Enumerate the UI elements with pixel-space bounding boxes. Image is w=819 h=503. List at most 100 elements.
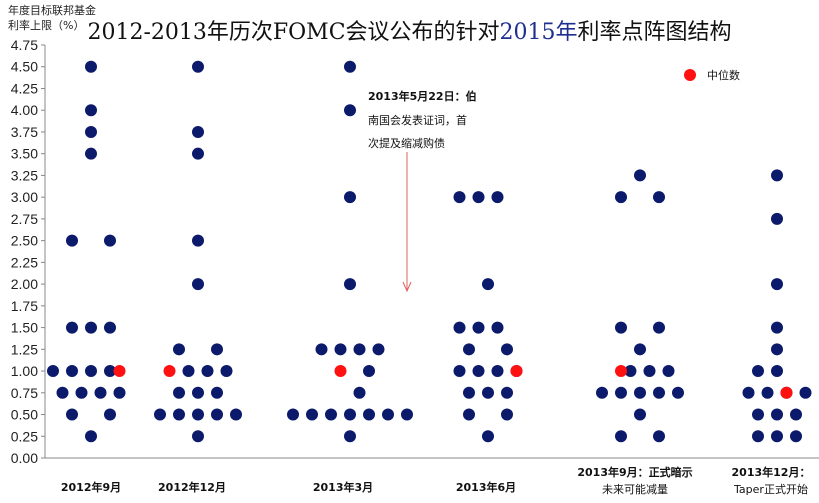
dot bbox=[325, 408, 337, 421]
dot bbox=[306, 408, 318, 421]
dot bbox=[344, 408, 356, 421]
dot bbox=[220, 365, 233, 378]
dot bbox=[501, 386, 513, 399]
dot bbox=[104, 234, 116, 247]
dot bbox=[344, 104, 356, 117]
y-tick-label: 3.25 bbox=[11, 167, 38, 183]
dot bbox=[372, 343, 385, 356]
dot bbox=[211, 386, 223, 399]
x-category-label: 2013年9月：正式暗示 bbox=[577, 466, 693, 479]
median-dot bbox=[163, 365, 176, 378]
y-tick-label: 3.75 bbox=[11, 124, 38, 140]
dot bbox=[653, 386, 665, 399]
dot bbox=[104, 365, 116, 378]
dot bbox=[615, 386, 627, 399]
dot bbox=[501, 343, 513, 356]
dot bbox=[66, 408, 78, 421]
y-tick-label: 0.75 bbox=[11, 385, 38, 401]
dot bbox=[75, 386, 88, 399]
dot bbox=[66, 365, 78, 378]
y-tick-label: 3.50 bbox=[11, 146, 38, 162]
dot bbox=[182, 365, 195, 378]
dot bbox=[771, 430, 783, 443]
dot bbox=[334, 343, 347, 356]
dot bbox=[653, 321, 665, 334]
dot bbox=[85, 60, 97, 73]
dot bbox=[453, 191, 466, 204]
dot bbox=[634, 343, 646, 356]
dot bbox=[752, 430, 764, 443]
dot bbox=[173, 386, 185, 399]
dot bbox=[344, 278, 356, 291]
dot bbox=[790, 408, 802, 421]
y-tick-label: 2.50 bbox=[11, 233, 38, 249]
x-category-label: 2013年6月 bbox=[455, 481, 517, 494]
dot bbox=[211, 343, 223, 356]
dot bbox=[634, 169, 646, 182]
median-dot bbox=[780, 386, 793, 399]
y-tick-label: 1.00 bbox=[11, 363, 38, 379]
dot bbox=[491, 191, 504, 204]
annotation-line2: 南国会发表证词，首 bbox=[368, 114, 467, 127]
dot bbox=[315, 343, 328, 356]
dot bbox=[615, 321, 627, 334]
y-tick-label: 1.50 bbox=[11, 320, 38, 336]
dot bbox=[771, 212, 783, 225]
dot bbox=[382, 408, 394, 421]
dot bbox=[482, 278, 494, 291]
dot bbox=[47, 365, 59, 378]
dot bbox=[771, 169, 783, 182]
dot bbox=[771, 278, 783, 291]
dot bbox=[472, 191, 485, 204]
dot bbox=[353, 343, 366, 356]
dot bbox=[624, 365, 637, 378]
dot bbox=[672, 386, 684, 399]
dot bbox=[192, 386, 204, 399]
y-tick-label: 2.00 bbox=[11, 276, 38, 292]
y-tick-label: 0.00 bbox=[11, 450, 38, 466]
dot bbox=[363, 408, 375, 421]
median-dot bbox=[510, 365, 523, 378]
dot bbox=[85, 365, 97, 378]
dot bbox=[771, 321, 783, 334]
dot bbox=[173, 408, 185, 421]
legend-label: 中位数 bbox=[707, 69, 740, 82]
dot bbox=[453, 365, 466, 378]
title-part1: 2012-2013年历次FOMC会议公布的针对 bbox=[87, 20, 500, 45]
chart-title: 2012-2013年历次FOMC会议公布的针对2015年利率点阵图结构 bbox=[0, 14, 819, 46]
y-tick-label: 0.50 bbox=[11, 407, 38, 423]
dot bbox=[56, 386, 69, 399]
dot bbox=[104, 408, 116, 421]
dot bbox=[66, 321, 78, 334]
dot bbox=[491, 321, 504, 334]
dot bbox=[482, 430, 494, 443]
x-category-label-line2: 未来可能减量 bbox=[602, 483, 668, 496]
y-tick-label: 4.00 bbox=[11, 102, 38, 118]
dot bbox=[653, 191, 665, 204]
dot bbox=[192, 408, 204, 421]
y-tick-label: 0.25 bbox=[11, 428, 38, 444]
dot bbox=[463, 343, 475, 356]
dot bbox=[85, 430, 97, 443]
dot bbox=[752, 365, 764, 378]
dot bbox=[771, 408, 783, 421]
dot bbox=[453, 321, 466, 334]
y-axis-label-line2: 利率上限（%） bbox=[8, 19, 85, 32]
dot bbox=[615, 430, 627, 443]
dot bbox=[192, 234, 204, 247]
dot bbox=[287, 408, 299, 421]
dot bbox=[662, 365, 675, 378]
dot bbox=[615, 191, 627, 204]
y-tick-label: 4.50 bbox=[11, 59, 38, 75]
median-dot bbox=[615, 365, 627, 378]
dot bbox=[634, 386, 646, 399]
dot bbox=[173, 343, 185, 356]
dot bbox=[363, 365, 375, 378]
dot bbox=[771, 365, 783, 378]
dot bbox=[192, 60, 204, 73]
title-highlight: 2015年 bbox=[499, 20, 578, 45]
dot bbox=[463, 386, 475, 399]
legend-median-dot bbox=[684, 69, 696, 81]
dot bbox=[653, 430, 665, 443]
